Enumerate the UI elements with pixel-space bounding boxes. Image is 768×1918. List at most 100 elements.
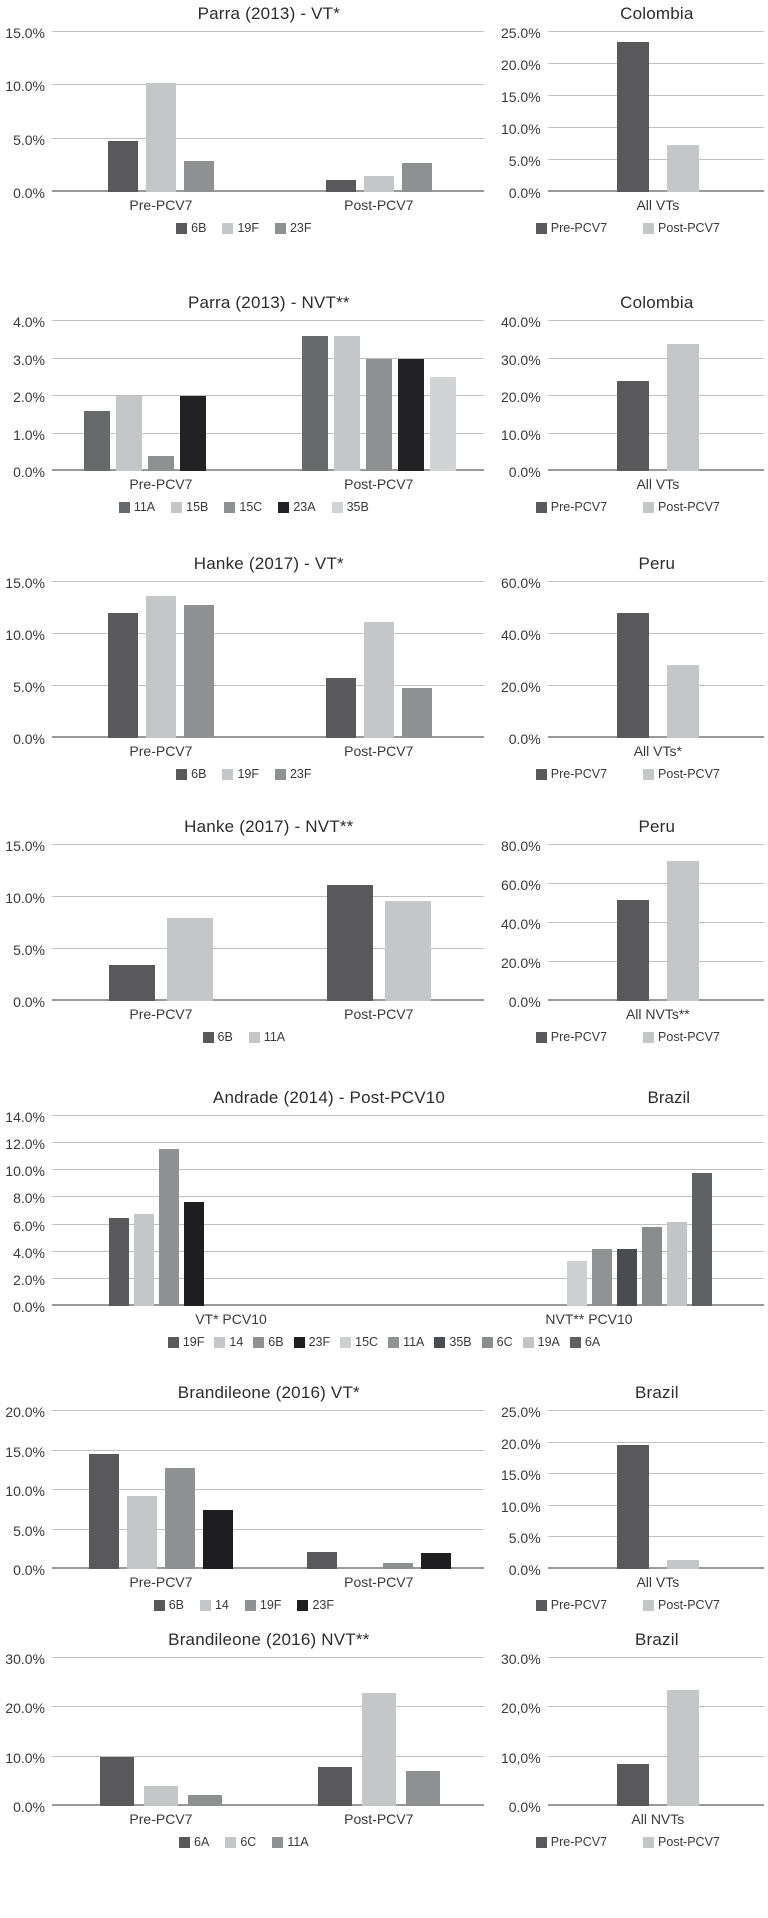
legend-label: 23F bbox=[308, 1335, 331, 1349]
legend: Pre-PCV7 Post-PCV7 bbox=[488, 1030, 768, 1044]
bar-group: Pre-PCV7 bbox=[52, 32, 270, 218]
plot-row: 0.0% 5.0% 10.0% 15.0% Pre-PCV7 Post-PCV7 bbox=[0, 25, 488, 218]
gridline bbox=[547, 883, 764, 884]
legend-label: 11A bbox=[403, 1335, 425, 1349]
x-axis-line bbox=[547, 190, 764, 192]
gridline bbox=[52, 581, 484, 582]
bar-19F bbox=[363, 621, 394, 738]
bar-Pre-PCV7 bbox=[616, 381, 649, 471]
plot-area: Pre-PCV7 Post-PCV7 bbox=[52, 1657, 488, 1832]
bar-19F bbox=[145, 595, 176, 738]
legend-item-6B: 6B bbox=[176, 221, 206, 235]
y-tick-label: 1.0% bbox=[13, 426, 45, 443]
gridlines bbox=[547, 581, 764, 738]
legend-item-19F: 19F bbox=[167, 1335, 205, 1349]
gridline bbox=[547, 1536, 764, 1538]
chart-brandileone-vt: Brandileone (2016) VT* 0.0% 5.0% 10.0% 15.0… bbox=[0, 1383, 488, 1612]
legend-swatch bbox=[643, 1599, 655, 1611]
y-tick-label: 3.0% bbox=[13, 351, 45, 368]
legend-item-19F: 19F bbox=[222, 221, 259, 235]
plot-area: Pre-PCV7 Post-PCV7 bbox=[52, 844, 488, 1027]
bar-Post-PCV7 bbox=[666, 860, 699, 1001]
bars bbox=[108, 845, 213, 1001]
y-tick-label: 10.0% bbox=[5, 78, 45, 95]
y-axis: 0.0% 5.0% 10.0% 15.0% 20.0% bbox=[0, 1404, 52, 1578]
legend: 6B 19F 23F bbox=[0, 767, 488, 781]
bar-6C bbox=[641, 1227, 662, 1306]
bar-6B bbox=[306, 1551, 337, 1569]
legend-item-Pre-PCV7: Pre-PCV7 bbox=[535, 500, 607, 514]
gridline bbox=[547, 1441, 764, 1443]
x-category-label: All NVTs** bbox=[625, 1006, 690, 1022]
y-tick-label: 30.0% bbox=[5, 1651, 45, 1667]
x-category-label: All VTs bbox=[636, 197, 680, 213]
bar-group: Pre-PCV7 bbox=[52, 1411, 270, 1595]
bar-Post-PCV7 bbox=[666, 1559, 699, 1569]
legend-item-6C: 6C bbox=[225, 1835, 256, 1849]
plot-row: 0.0% 20.0% 40.0% 60.0% All VTs* bbox=[488, 575, 768, 764]
bar-23F bbox=[183, 1201, 204, 1306]
legend-swatch bbox=[179, 1836, 191, 1848]
plot-row: 0.0% 5.0% 10.0% 15.0% 20.0% 25.0% All VTs bbox=[488, 25, 768, 218]
legend-item-Pre-PCV7: Pre-PCV7 bbox=[535, 221, 607, 235]
legend-swatch bbox=[535, 501, 547, 513]
legend: 6B 11A bbox=[0, 1030, 488, 1044]
x-axis-line bbox=[52, 1304, 764, 1306]
y-tick-label: 15.0% bbox=[5, 25, 45, 41]
chart-canvas: 0.0% 5.0% 10.0% 15.0% 20.0% Pre-PCV7 Post-PCV7… bbox=[0, 1404, 488, 1612]
bar-groups: Pre-PCV7 Post-PCV7 bbox=[52, 1658, 488, 1832]
legend-item-23F: 23F bbox=[293, 1335, 331, 1349]
bar-Post-PCV7 bbox=[666, 343, 699, 471]
legend-item-23F: 23F bbox=[274, 221, 312, 235]
x-axis-line bbox=[547, 1567, 764, 1569]
y-tick-label: 40.0% bbox=[500, 916, 541, 932]
legend-swatch bbox=[643, 222, 655, 234]
bar-23A bbox=[179, 396, 206, 471]
gridline bbox=[52, 1657, 484, 1658]
legend-label: 15C bbox=[239, 500, 263, 514]
x-category-label: Pre-PCV7 bbox=[129, 1811, 193, 1827]
gridlines bbox=[547, 1410, 764, 1569]
gridline bbox=[52, 1277, 764, 1279]
bars bbox=[325, 32, 432, 192]
bar-23F bbox=[202, 1509, 233, 1569]
y-tick-label: 8.0% bbox=[13, 1190, 45, 1207]
y-tick-label: 5.0% bbox=[508, 1530, 541, 1547]
bar-groups: VT* PCV10 NVT** PCV10 bbox=[52, 1116, 768, 1332]
chart-canvas: 0.0% 20.0% 40.0% 60.0% 80.0% All NVTs** Pre-PC… bbox=[488, 838, 768, 1044]
bar-23F bbox=[183, 604, 214, 738]
y-tick-label: 0.0% bbox=[508, 185, 541, 201]
gridline bbox=[547, 127, 764, 128]
y-tick-label: 20.0% bbox=[500, 57, 541, 73]
chart-title: Parra (2013) - VT* bbox=[197, 4, 341, 23]
legend-label: 23F bbox=[312, 1598, 334, 1612]
gridline bbox=[52, 1250, 764, 1252]
y-axis: 0.0% 10,0% 20,0% 30.0% bbox=[488, 1651, 548, 1815]
bar-11A bbox=[591, 1249, 612, 1306]
x-category-label: All VTs* bbox=[633, 743, 682, 759]
legend-item-6B: 6B bbox=[253, 1335, 284, 1349]
bar-11A bbox=[301, 336, 328, 471]
bar-15C bbox=[365, 358, 392, 471]
legend-label: 19A bbox=[537, 1335, 560, 1349]
legend-label: 6B bbox=[191, 767, 207, 781]
chart-title: Peru bbox=[638, 554, 676, 573]
y-axis: 0.0% 10.0% 20.0% 30.0% bbox=[0, 1651, 52, 1815]
legend-label: 19F bbox=[182, 1335, 205, 1349]
gridline bbox=[547, 320, 764, 321]
y-tick-label: 10.0% bbox=[5, 890, 45, 906]
legend-swatch bbox=[643, 501, 655, 513]
legend-item-19F: 19F bbox=[244, 1598, 281, 1612]
plot-row: 0.0% 20.0% 40.0% 60.0% 80.0% All NVTs** bbox=[488, 838, 768, 1027]
gridline bbox=[547, 1410, 764, 1411]
legend: 19F 14 6B 23F 15C 11A 35B 6C 19A 6A bbox=[0, 1335, 768, 1349]
x-category-label: Post-PCV7 bbox=[344, 1811, 414, 1827]
y-tick-label: 10,0% bbox=[500, 1749, 541, 1766]
legend-swatch bbox=[535, 1031, 547, 1043]
chart-row-hanke-vt: Hanke (2017) - VT* 0.0% 5.0% 10.0% 15.0% Pre… bbox=[0, 554, 768, 781]
gridline bbox=[547, 63, 764, 64]
plot-row: 0.0% 5.0% 10.0% 15.0% 20.0% 25.0% All VTs bbox=[488, 1404, 768, 1595]
legend-swatch bbox=[293, 1336, 305, 1348]
bar-6A bbox=[99, 1756, 134, 1806]
bar-group: Pre-PCV7 bbox=[52, 845, 270, 1027]
